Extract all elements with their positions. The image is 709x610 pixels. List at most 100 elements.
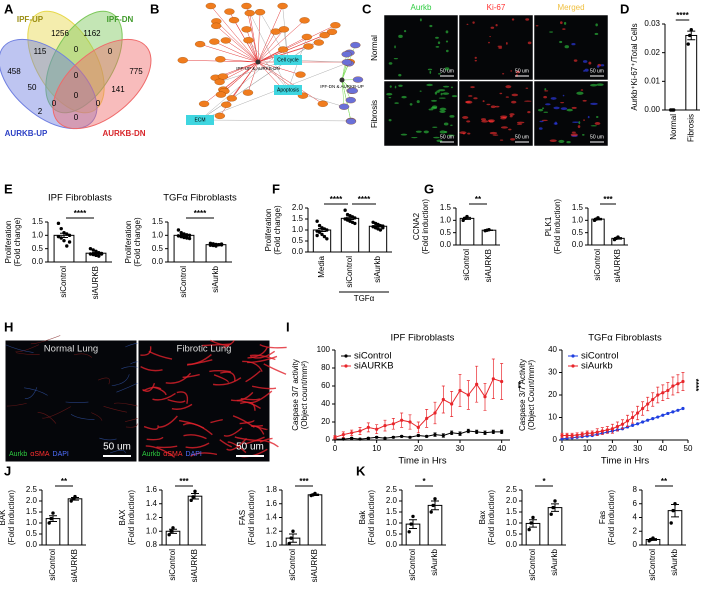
cell-signal [577,125,581,129]
network-edge [257,46,309,63]
data-point [425,434,429,438]
tissue-signal [140,366,163,372]
gene-node [215,56,226,63]
tissue-signal [156,445,178,449]
y-axis-label: (Fold induction) [553,199,562,254]
tissue-signal [176,391,189,404]
network-edge [210,5,259,63]
network-edge [257,12,261,63]
cell-signal [499,139,504,141]
bar [591,218,605,246]
cell-signal [525,87,529,89]
tissue-signal [65,401,89,403]
data-point [500,379,504,384]
cell-signal [400,133,408,136]
cell-signal [499,92,503,95]
data-point [219,242,224,246]
scale-label: 50 um [515,68,529,74]
tissue-signal [103,406,128,413]
cell-signal [502,73,505,75]
data-point [466,429,470,433]
module-box [186,115,214,125]
cell-signal [398,73,402,77]
significance-label: *** [299,477,309,486]
cell-signal [426,83,433,87]
x-tick-label: siAurkb [550,548,559,575]
cell-signal [544,90,549,92]
x-tick-label: siControl [345,256,354,288]
cell-signal [498,46,503,49]
data-point [595,430,599,434]
tissue-signal [259,343,287,349]
cell-signal [560,21,563,25]
data-point [62,238,66,243]
data-point [466,393,470,397]
cell-signal [398,84,403,87]
y-tick-label: 2.0 [292,203,304,212]
data-point [391,435,395,439]
legend-marker [571,354,575,358]
cell-signal [558,139,565,143]
cell-signal [394,102,399,104]
y-tick-label: 1.0 [32,230,44,239]
data-point [343,208,347,212]
y-tick-label: 0.02 [644,48,660,57]
cell-signal [596,65,600,68]
cell-signal [527,41,532,45]
cell-signal [587,115,590,119]
cell-signal [595,23,598,27]
data-point [325,237,329,241]
x-tick-label: 0 [333,444,338,453]
error-bar [649,538,657,541]
y-tick-label: 0.0 [32,257,44,266]
data-point [320,232,324,237]
cell-signal [439,110,446,113]
cell-signal [465,101,471,104]
legend-marker [344,354,348,358]
y-axis-label: CCNA2 [412,212,421,240]
tissue-signal [219,439,232,448]
data-point [671,384,675,388]
tissue-signal [171,403,193,410]
y-tick-label: 0.5 [152,244,164,253]
significance-label: *** [179,477,189,486]
network-edge [246,5,289,91]
data-point [350,436,354,440]
y-tick-label: 1.0 [26,518,38,527]
y-tick-label: 0.03 [644,19,660,28]
y-tick-label: 1.5 [32,217,44,226]
data-point [189,498,193,503]
network-edge [231,61,259,99]
tissue-signal [6,403,27,407]
channel-label: Ki-67 [487,3,506,12]
cell-signal [470,86,475,89]
hub-node [339,77,345,83]
cell-signal [525,18,530,21]
cell-signal [447,134,455,137]
cell-signal [538,108,544,112]
data-point [425,416,429,420]
error-bar [671,503,679,518]
data-point [441,397,445,402]
cell-signal [440,92,443,96]
cell-signal [550,97,557,100]
venn-count: 0 [74,113,79,122]
cell-signal [445,49,449,53]
cell-signal [559,40,563,44]
panel-label: I [286,319,290,334]
panel-label: A [4,1,14,16]
data-point [458,388,462,393]
data-point [570,433,574,438]
cell-signal [549,31,554,33]
network-edge [225,40,259,63]
x-tick-label: siControl [593,249,602,281]
x-tick-label: siAurkb [430,548,439,575]
cell-signal [490,105,496,109]
y-tick-label: 0.5 [386,529,398,538]
venn-count: 141 [111,85,125,94]
venn-count: 0 [74,71,79,80]
cell-signal [490,26,495,29]
tissue-signal [116,382,140,393]
cell-signal [500,126,508,129]
data-point [88,246,93,251]
